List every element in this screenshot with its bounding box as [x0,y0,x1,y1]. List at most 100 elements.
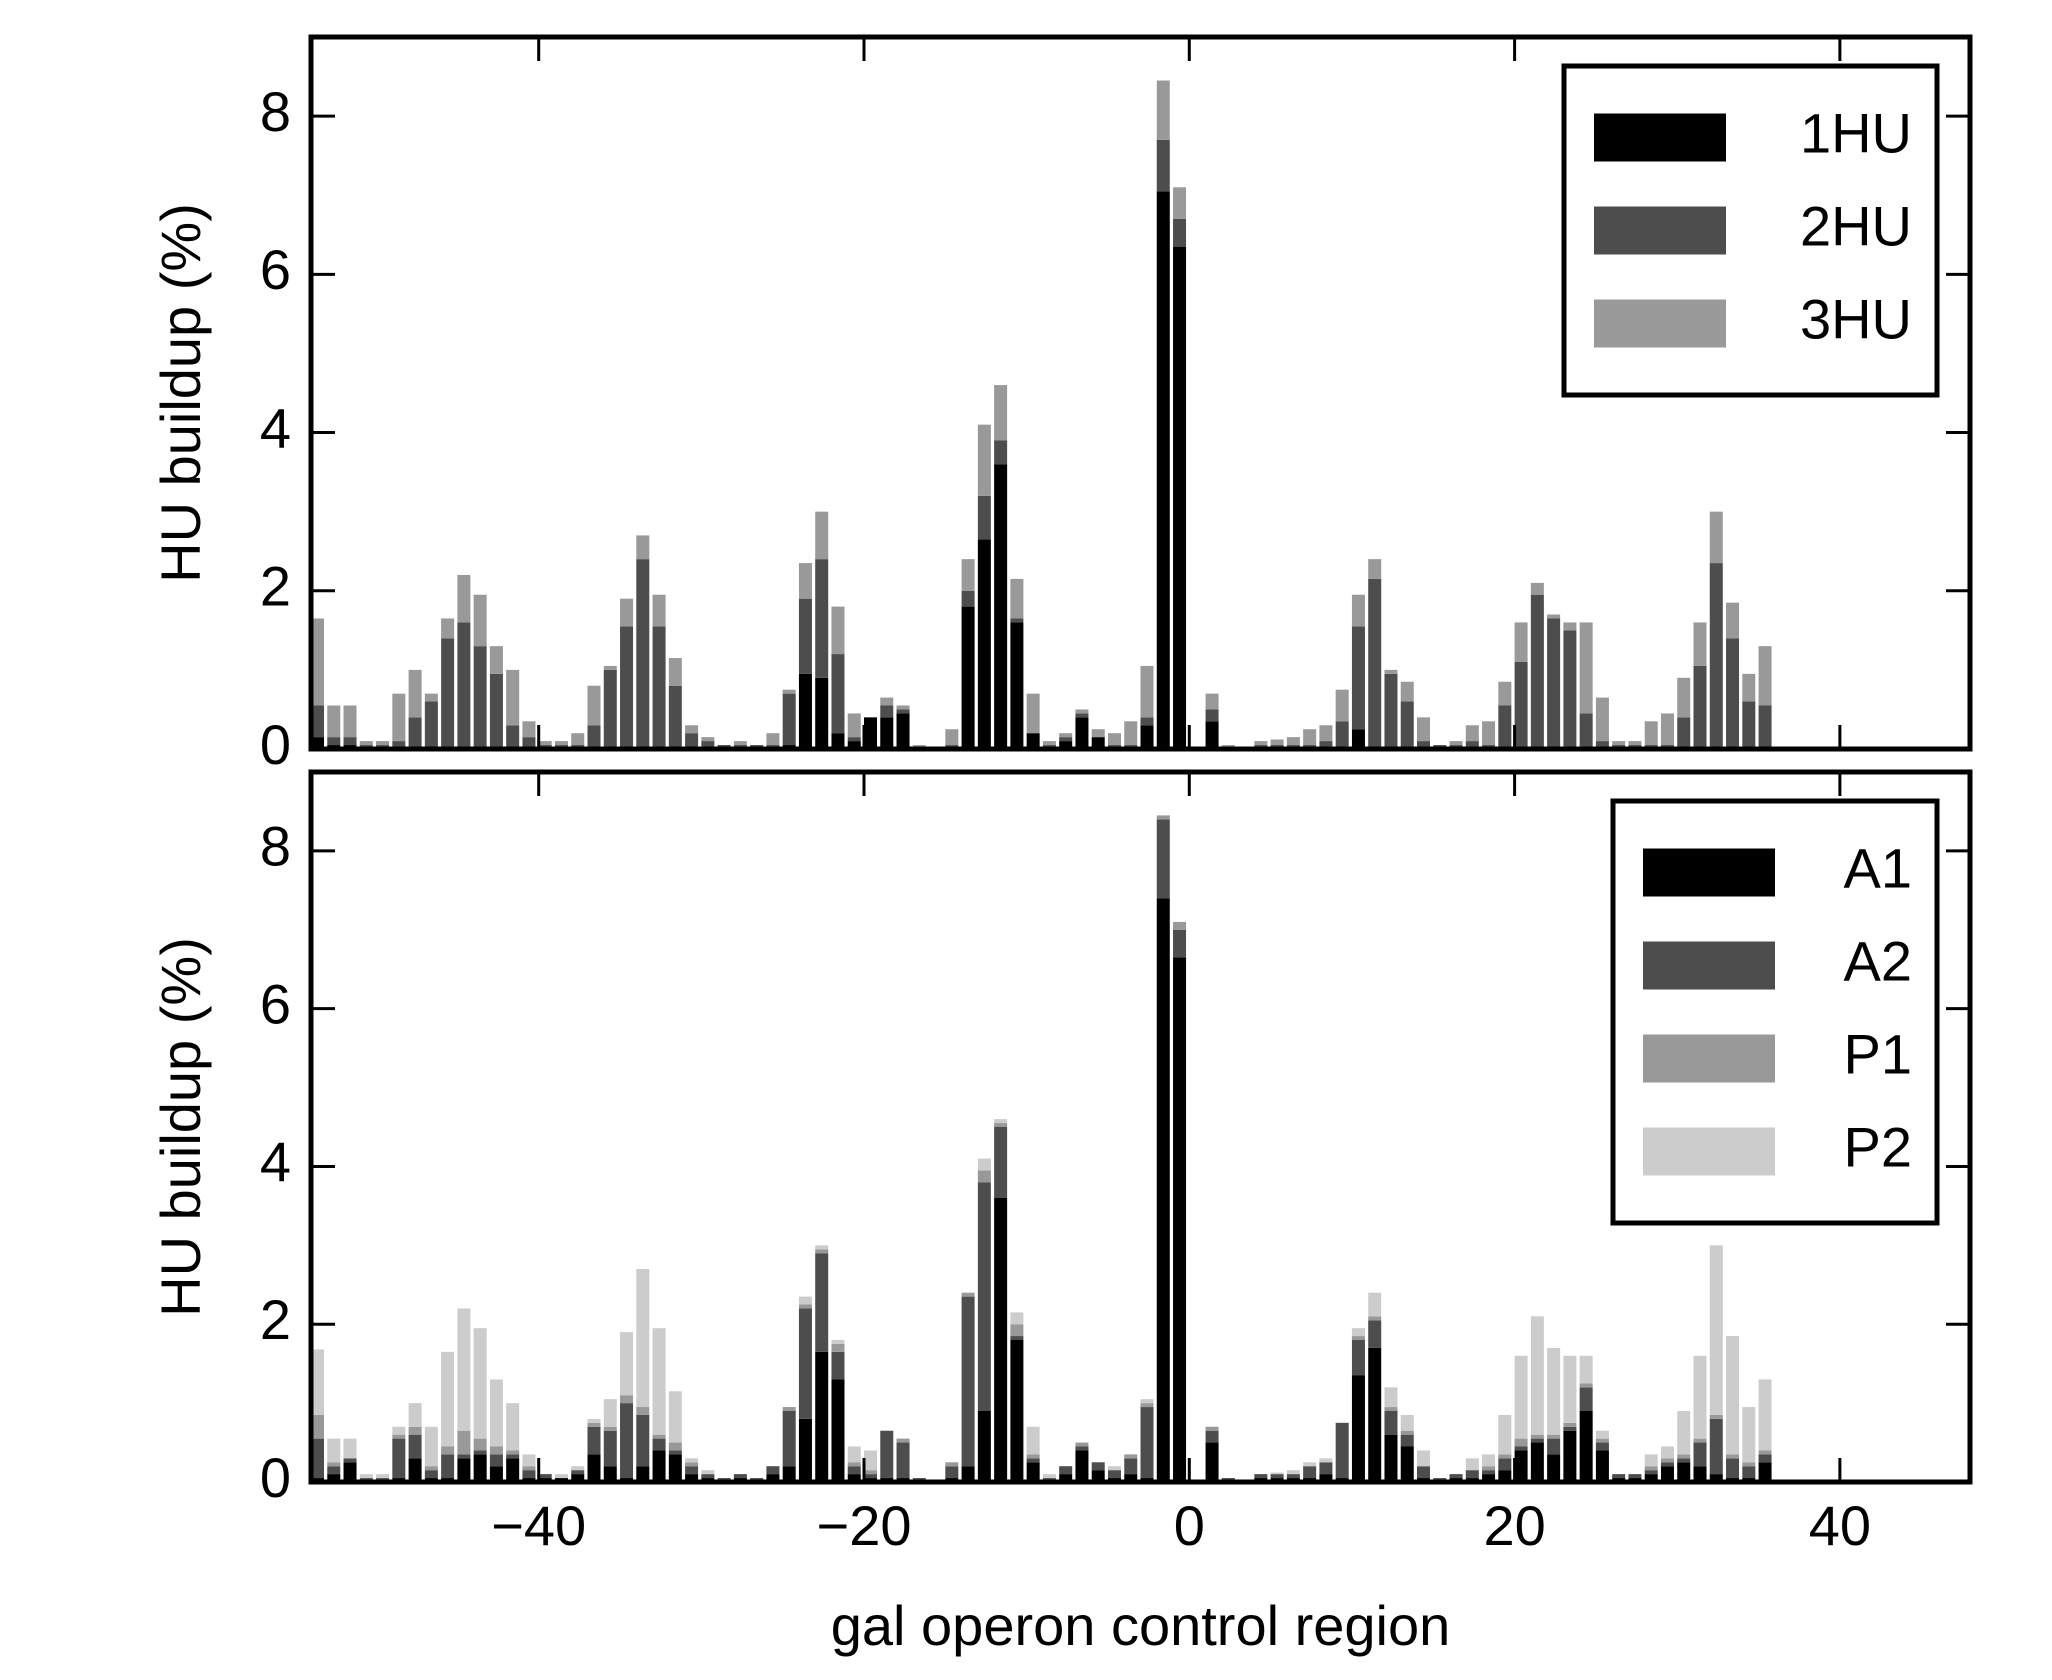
bar-segment [798,673,812,749]
bar-segment [668,658,682,686]
bar-segment [1498,1458,1512,1471]
bar-segment [408,1458,422,1482]
bar-segment [1417,1450,1431,1467]
bar-segment [1498,1414,1512,1455]
bar-segment [1173,921,1187,930]
x-tick-label: 20 [1483,1494,1545,1557]
bar-segment [977,495,991,540]
bar-segment [1303,1462,1317,1467]
bar-segment [1628,1474,1642,1479]
bar-segment [1286,1474,1300,1479]
bar-segment [327,1438,341,1463]
bar-segment [1351,1328,1365,1337]
bar-segment [603,1399,617,1427]
bar-segment [359,741,373,746]
bar-segment [1173,187,1187,219]
bar-segment [1660,1446,1674,1459]
bar-segment [1693,1466,1707,1482]
bar-segment [880,717,894,749]
bar-segment [652,594,666,627]
bar-segment [457,1454,471,1459]
bar-segment [1384,1387,1398,1408]
x-tick-label: −40 [491,1494,586,1557]
bar-segment [311,618,325,706]
bar-segment [1709,1414,1723,1419]
bar-segment [1709,1245,1723,1415]
bar-segment [896,713,910,749]
bar-segment [1205,1426,1219,1431]
bar-segment [847,1462,861,1467]
bar-segment [343,737,357,746]
bar-segment [652,1328,666,1435]
y-tick-label: 4 [260,396,291,459]
bar-segment [1124,1458,1138,1475]
bar-segment [994,440,1008,465]
bar-segment [1026,1426,1040,1455]
bar-segment [1368,578,1382,749]
bar-segment [652,1434,666,1439]
bar-segment [701,737,715,742]
y-tick-label: 2 [260,1288,291,1351]
legend-swatch [1643,1034,1775,1083]
bar-segment [587,1454,601,1482]
bar-segment [1660,1458,1674,1463]
bar-segment [896,1442,910,1479]
bar-segment [1693,1355,1707,1439]
bar-segment [977,1411,991,1482]
bar-segment [1026,1458,1040,1463]
bar-segment [1498,1454,1512,1459]
bar-segment [961,1466,975,1482]
bar-segment [977,1170,991,1183]
bar-segment [1010,622,1024,749]
bar-segment [1547,1347,1561,1435]
bar-segment [587,1422,601,1427]
bar-segment [311,705,325,738]
bar-segment [977,424,991,496]
bar-segment [457,622,471,749]
bar-segment [880,705,894,718]
bar-segment [1384,1411,1398,1435]
bar-segment [311,737,325,749]
y-tick-label: 0 [260,1446,291,1509]
bar-segment [392,1426,406,1435]
legend-label: A2 [1844,929,1913,992]
bar-segment [327,1466,341,1475]
bar-segment [1091,729,1105,738]
bar-segment [1319,1474,1333,1482]
bar-segment [652,1438,666,1451]
bar-segment [1595,1430,1609,1439]
bar-segment [1563,1355,1577,1423]
bar-segment [782,693,796,746]
bar-segment [636,1466,650,1482]
bar-segment [1368,559,1382,579]
bar-segment [766,1474,780,1482]
bar-segment [1384,673,1398,749]
bar-segment [1742,673,1756,702]
bar-segment [1254,1474,1268,1479]
bar-segment [782,1407,796,1411]
bar-segment [880,697,894,706]
bar-segment [831,654,845,734]
bar-segment [538,741,552,746]
bar-segment [815,511,829,560]
bar-segment [1465,725,1479,742]
bar-segment [522,737,536,749]
bar-segment [1368,1320,1382,1348]
bar-segment [1075,1450,1089,1482]
bar-segment [1498,681,1512,706]
bar-segment [977,1182,991,1411]
bar-segment [733,1474,747,1479]
bar-segment [1579,1387,1593,1411]
bar-segment [1563,630,1577,749]
bar-segment [587,725,601,749]
bar-segment [961,606,975,749]
bar-segment [685,725,699,734]
bar-segment [1156,898,1170,1482]
bar-segment [571,1466,585,1471]
bar-segment [994,464,1008,749]
bar-segment [1042,1474,1056,1479]
legend-swatch [1594,299,1726,348]
bar-segment [1514,661,1528,749]
